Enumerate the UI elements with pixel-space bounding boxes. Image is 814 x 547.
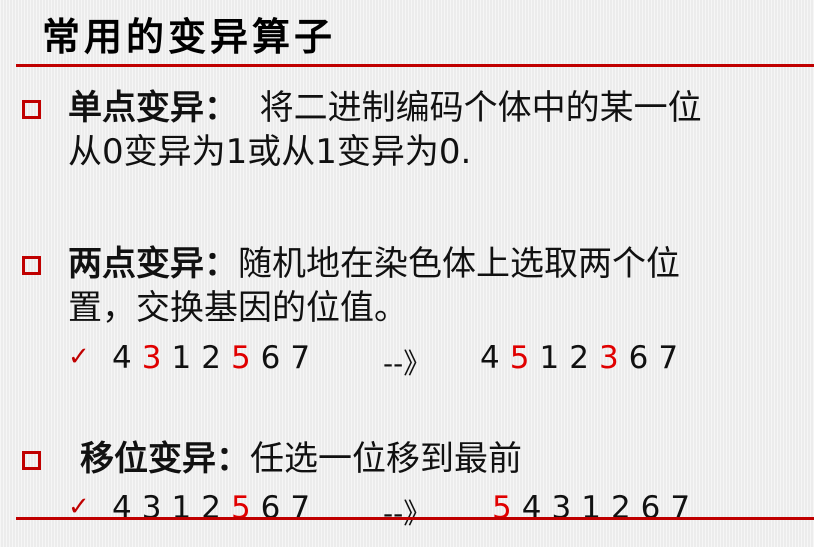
item-text-line1: 随机地在染色体上选取两个位 [238,244,680,284]
sequence-digit: 3 [551,490,582,526]
sequence-digit: 7 [290,490,321,526]
bullet-square-icon [22,451,41,470]
sequence-digit: 1 [171,490,202,526]
item-shift: 移位变异：任选一位移到最前 [80,437,522,481]
sequence-digit: 1 [581,490,611,526]
sequence-digit: 2 [201,340,231,376]
sequence-digit: 1 [171,340,202,376]
sequence-digit: 5 [230,490,261,526]
sequence-digit: 5 [492,490,522,526]
sequence-digit: 2 [569,340,599,376]
sequence-digit: 4 [480,340,510,376]
sequence-digit: 2 [610,490,641,526]
sequence-digit: 4 [112,490,142,526]
sequence-digit: 4 [112,340,142,376]
item-text-line1: 任选一位移到最前 [250,439,522,479]
item-single-point: 单点变异： 将二进制编码个体中的某一位 从0变异为1或从1变异为0. [68,86,702,174]
item-text-line2: 置，交换基因的位值。 [68,288,408,328]
item-two-point: 两点变异：随机地在染色体上选取两个位 置，交换基因的位值。 [68,242,680,330]
title-divider [16,64,814,67]
sequence-digit: 2 [201,490,231,526]
sequence-digit: 4 [521,490,552,526]
sequence-digit: 6 [260,340,291,376]
slide-title: 常用的变异算子 [42,14,337,59]
item-lead: 两点变异： [68,244,238,284]
sequence-digit: 3 [598,340,629,376]
item-text-line1: 将二进制编码个体中的某一位 [259,88,702,128]
sequence-digit: 1 [539,340,570,376]
sequence-digit: 5 [509,340,540,376]
sequence-digit: 3 [141,340,172,376]
sequence-digit: 5 [230,340,261,376]
transform-arrow: --》 [383,347,432,380]
sequence-digit: 7 [658,340,689,376]
sequence-before: 4312567 [112,490,320,526]
item-lead: 移位变异： [80,439,250,479]
checkmark-icon: ✓ [68,342,90,372]
sequence-after: 5431267 [492,490,700,526]
bullet-square-icon [22,256,41,275]
checkmark-icon: ✓ [68,492,90,522]
sequence-digit: 7 [670,490,701,526]
bottom-divider [16,517,814,520]
item-lead: 单点变异： [68,88,238,128]
transform-arrow: --》 [383,497,432,530]
sequence-digit: 6 [628,340,659,376]
sequence-after: 4512367 [480,340,688,376]
sequence-digit: 7 [290,340,321,376]
bullet-square-icon [22,100,41,119]
sequence-digit: 3 [141,490,172,526]
sequence-before: 4312567 [112,340,320,376]
sequence-digit: 6 [640,490,671,526]
item-text-line2: 从0变异为1或从1变异为0. [68,132,472,172]
sequence-digit: 6 [260,490,291,526]
